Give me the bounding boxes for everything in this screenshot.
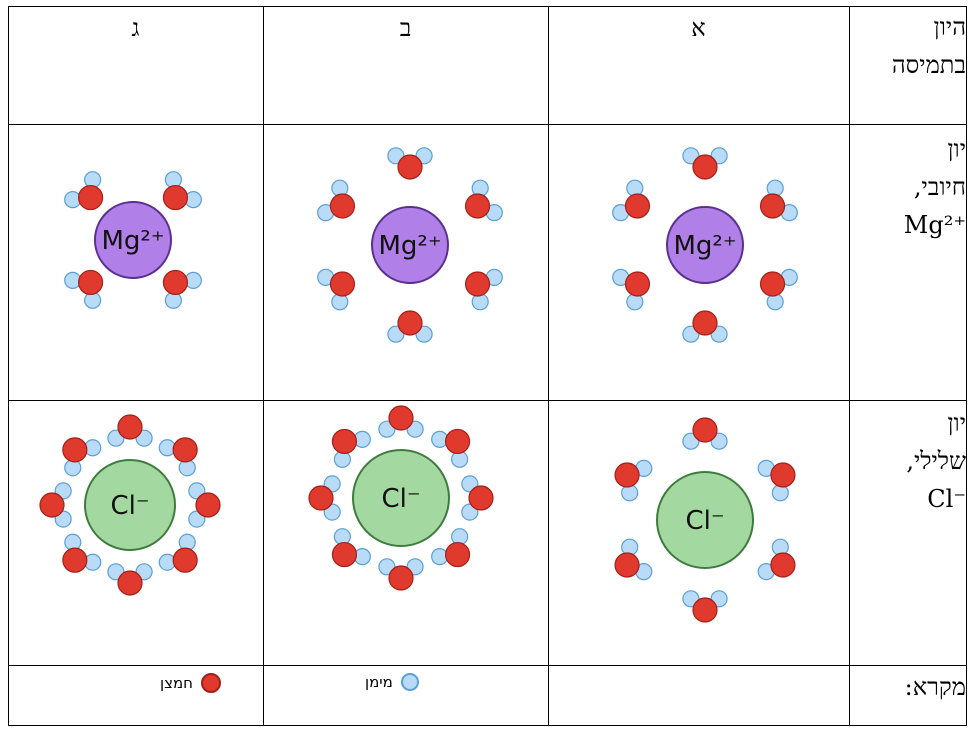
oxygen-swatch-icon	[200, 673, 221, 693]
cl-ion-sphere	[352, 449, 450, 547]
legend-oxygen-label: חמצן	[160, 674, 193, 692]
mg-ion-label: Mg²⁺	[378, 231, 441, 261]
oxygen-atom	[692, 417, 718, 443]
row-header-ion-line1: היון	[933, 13, 966, 41]
oxygen-atom	[331, 428, 358, 455]
oxygen-atom	[614, 462, 640, 488]
oxygen-atom	[464, 193, 491, 219]
column-label-gimel: ג	[131, 14, 140, 42]
legend-hydrogen: מימן	[365, 673, 419, 691]
oxygen-atom	[62, 437, 88, 463]
oxygen-atom	[759, 271, 786, 297]
oxygen-atom	[444, 428, 471, 455]
column-label-alef: א	[691, 14, 706, 42]
cl-ion-label: Cl⁻	[685, 506, 724, 536]
table-border-bottom	[8, 725, 966, 726]
mg-ion-label: Mg²⁺	[101, 226, 164, 256]
oxygen-atom	[329, 193, 356, 219]
oxygen-atom	[117, 414, 143, 440]
table-border-col2	[548, 6, 549, 726]
oxygen-atom	[624, 193, 651, 219]
oxygen-atom	[331, 541, 358, 568]
header-cell-alef: א	[548, 6, 849, 124]
row-header-positive: יון חיובי, Mg²⁺	[858, 130, 966, 244]
cl-ion-sphere	[656, 471, 754, 569]
oxygen-atom	[624, 271, 651, 297]
oxygen-atom	[77, 184, 104, 211]
oxygen-atom	[397, 310, 423, 336]
table-border-top	[8, 6, 966, 7]
oxygen-atom	[62, 547, 88, 573]
row-header-ion-line2: בתמיסה	[891, 51, 966, 79]
oxygen-atom	[195, 492, 221, 518]
row-header-ion: היון בתמיסה	[858, 8, 966, 84]
oxygen-atom	[388, 405, 414, 431]
oxygen-atom	[692, 597, 718, 623]
oxygen-atom	[162, 269, 189, 296]
oxygen-atom	[308, 485, 334, 511]
oxygen-atom	[444, 541, 471, 568]
row-header-negative-line1: יון	[947, 409, 966, 437]
table-border-left	[8, 6, 9, 726]
oxygen-atom	[172, 437, 198, 463]
oxygen-atom	[759, 193, 786, 219]
legend-title: מקרא:	[904, 673, 966, 701]
oxygen-atom	[770, 552, 796, 578]
table-border-row2	[8, 400, 966, 401]
oxygen-atom	[117, 570, 143, 596]
row-header-negative: יון שלילי, Cl⁻	[858, 404, 966, 518]
table-border-col3	[849, 6, 850, 726]
header-cell-bet: ב	[263, 6, 548, 124]
oxygen-atom	[614, 552, 640, 578]
oxygen-atom	[468, 485, 494, 511]
oxygen-atom	[692, 310, 718, 336]
legend-oxygen: חמצן	[160, 673, 221, 693]
row-header-positive-line2: חיובי,	[913, 173, 966, 201]
mg-ion-sphere	[371, 206, 449, 284]
table-border-right	[966, 6, 967, 726]
table-border-row3	[8, 665, 966, 666]
cl-ion-sphere	[84, 459, 176, 551]
oxygen-atom	[770, 462, 796, 488]
mg-ion-label: Mg²⁺	[673, 231, 736, 261]
mg-ion-sphere	[666, 206, 744, 284]
oxygen-atom	[692, 154, 718, 180]
hydrogen-swatch-icon	[400, 673, 419, 691]
table-border-col1	[263, 6, 264, 726]
oxygen-atom	[397, 154, 423, 180]
oxygen-atom	[39, 492, 65, 518]
row-header-negative-line3: Cl⁻	[927, 485, 966, 513]
oxygen-atom	[464, 271, 491, 297]
mg-ion-sphere	[94, 201, 172, 279]
oxygen-atom	[162, 184, 189, 211]
oxygen-atom	[329, 271, 356, 297]
oxygen-atom	[172, 547, 198, 573]
legend-hydrogen-label: מימן	[365, 673, 393, 691]
table-border-row1	[8, 124, 966, 125]
row-header-positive-line1: יון	[947, 135, 966, 163]
row-header-negative-line2: שלילי,	[906, 447, 966, 475]
cl-ion-label: Cl⁻	[381, 484, 420, 514]
row-header-positive-line3: Mg²⁺	[903, 211, 966, 239]
header-cell-gimel: ג	[8, 6, 263, 124]
oxygen-atom	[77, 269, 104, 296]
column-label-bet: ב	[399, 14, 412, 42]
cl-ion-label: Cl⁻	[110, 491, 149, 521]
oxygen-atom	[388, 565, 414, 591]
